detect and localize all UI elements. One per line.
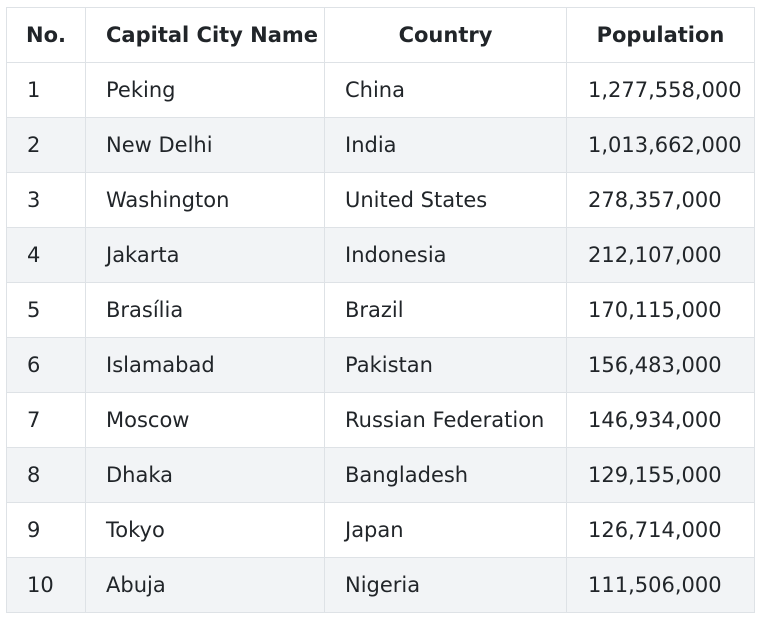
cell-city: Islamabad — [85, 337, 325, 393]
header-no: No. — [6, 7, 86, 63]
cell-city: Peking — [85, 62, 325, 118]
cell-no: 1 — [6, 62, 86, 118]
table-row: 1 Peking China 1,277,558,000 — [6, 62, 755, 118]
table-row: 4 Jakarta Indonesia 212,107,000 — [6, 227, 755, 283]
cell-no: 9 — [6, 502, 86, 558]
cell-city: Dhaka — [85, 447, 325, 503]
cell-population: 212,107,000 — [566, 227, 755, 283]
table-row: 7 Moscow Russian Federation 146,934,000 — [6, 392, 755, 448]
cell-no: 3 — [6, 172, 86, 228]
table-header: No. Capital City Name Country Population — [6, 7, 755, 63]
cell-no: 5 — [6, 282, 86, 338]
cell-city: Abuja — [85, 557, 325, 613]
cell-population: 170,115,000 — [566, 282, 755, 338]
cell-no: 4 — [6, 227, 86, 283]
cell-no: 7 — [6, 392, 86, 448]
table-row: 3 Washington United States 278,357,000 — [6, 172, 755, 228]
header-row: No. Capital City Name Country Population — [6, 7, 755, 63]
cell-city: New Delhi — [85, 117, 325, 173]
table-body: 1 Peking China 1,277,558,000 2 New Delhi… — [6, 62, 755, 613]
cell-country: Bangladesh — [324, 447, 567, 503]
cell-country: China — [324, 62, 567, 118]
table-row: 10 Abuja Nigeria 111,506,000 — [6, 557, 755, 613]
cell-population: 278,357,000 — [566, 172, 755, 228]
table-row: 9 Tokyo Japan 126,714,000 — [6, 502, 755, 558]
cell-country: Pakistan — [324, 337, 567, 393]
cell-population: 146,934,000 — [566, 392, 755, 448]
cell-city: Tokyo — [85, 502, 325, 558]
cell-population: 129,155,000 — [566, 447, 755, 503]
cell-no: 6 — [6, 337, 86, 393]
cell-country: United States — [324, 172, 567, 228]
cell-country: Nigeria — [324, 557, 567, 613]
cell-city: Moscow — [85, 392, 325, 448]
cell-country: Japan — [324, 502, 567, 558]
cell-city: Washington — [85, 172, 325, 228]
header-country: Country — [324, 7, 567, 63]
cell-population: 126,714,000 — [566, 502, 755, 558]
cell-city: Brasília — [85, 282, 325, 338]
cell-population: 1,277,558,000 — [566, 62, 755, 118]
cell-population: 111,506,000 — [566, 557, 755, 613]
cell-country: Russian Federation — [324, 392, 567, 448]
header-capital-city-name: Capital City Name — [85, 7, 325, 63]
table-row: 2 New Delhi India 1,013,662,000 — [6, 117, 755, 173]
table-row: 5 Brasília Brazil 170,115,000 — [6, 282, 755, 338]
cell-no: 2 — [6, 117, 86, 173]
cell-no: 8 — [6, 447, 86, 503]
cell-country: Indonesia — [324, 227, 567, 283]
cell-city: Jakarta — [85, 227, 325, 283]
cell-population: 156,483,000 — [566, 337, 755, 393]
table-row: 8 Dhaka Bangladesh 129,155,000 — [6, 447, 755, 503]
capital-cities-table-container: No. Capital City Name Country Population… — [6, 7, 755, 613]
cell-country: Brazil — [324, 282, 567, 338]
table-row: 6 Islamabad Pakistan 156,483,000 — [6, 337, 755, 393]
capital-cities-table: No. Capital City Name Country Population… — [6, 7, 755, 613]
cell-no: 10 — [6, 557, 86, 613]
cell-population: 1,013,662,000 — [566, 117, 755, 173]
header-population: Population — [566, 7, 755, 63]
cell-country: India — [324, 117, 567, 173]
